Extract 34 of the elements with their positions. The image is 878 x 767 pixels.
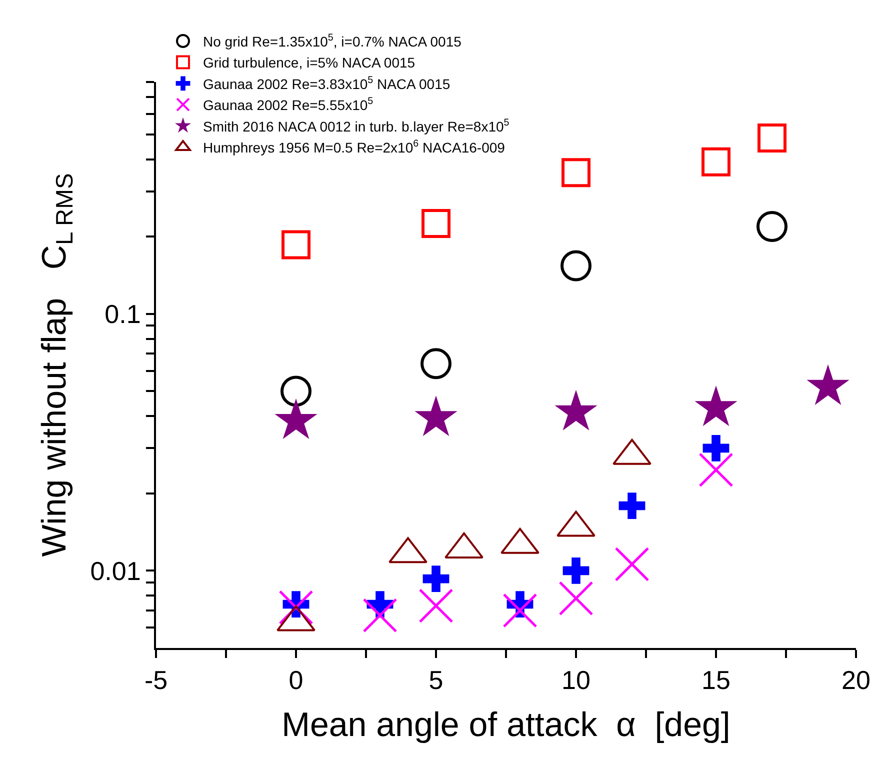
legend-label: No grid Re=1.35x10$^{5}$, i=0.7% NACA 0015	[203, 32, 462, 50]
point	[420, 348, 452, 380]
point	[702, 434, 730, 462]
point	[422, 208, 450, 238]
point	[422, 566, 450, 592]
y-tick-label: 0.1	[104, 299, 141, 330]
legend-label: Humphreys 1956 M=0.5 Re=2x10$^{6}$ NACA16-009	[203, 138, 506, 156]
y-tick-label: 0.01	[90, 556, 141, 586]
point	[756, 210, 788, 242]
point	[560, 250, 592, 282]
x-axis-title: Mean angle of attack α [deg]	[282, 706, 730, 744]
point	[698, 452, 734, 488]
legend-label: Gaunaa 2002 Re=5.55x10$^{5}$	[203, 96, 374, 114]
legend-label: Gaunaa 2002 Re=3.83x10$^{5}$ NACA 0015	[203, 74, 450, 92]
x-tick-label: 5	[428, 665, 444, 696]
point	[418, 588, 454, 624]
point	[502, 593, 538, 628]
x-tick-label: -5	[144, 665, 168, 696]
x-tick-label: 0	[288, 665, 304, 696]
x-tick-label: 20	[842, 665, 870, 696]
point	[558, 581, 594, 616]
point	[614, 546, 650, 582]
point	[282, 230, 310, 260]
point	[362, 598, 398, 633]
point	[702, 147, 730, 176]
point	[562, 558, 590, 584]
point	[280, 376, 312, 407]
legend-label: Smith 2016 NACA 0012 in turb. b.layer Re=8x10$^{5}$	[203, 117, 510, 134]
x-tick-label: 10	[562, 665, 590, 696]
x-tick-label: 15	[702, 665, 730, 696]
legend-label: Grid turbulence, i=5% NACA 0015	[203, 54, 416, 71]
point	[562, 158, 590, 188]
point	[758, 124, 786, 153]
point	[618, 492, 646, 519]
